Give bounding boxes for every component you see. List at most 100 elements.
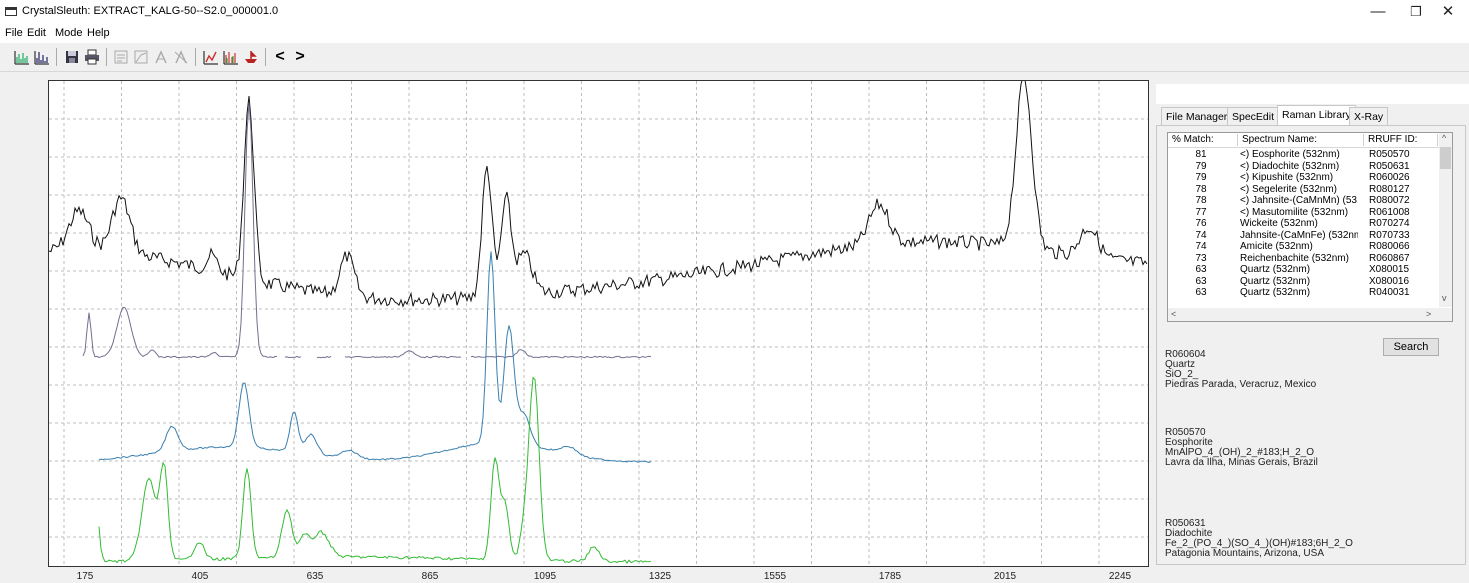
scroll-down-icon[interactable]: v [1442,293,1447,303]
table-row[interactable]: 76 Wickeite (532nm) R070274 [1168,218,1438,229]
table-row[interactable]: 78 <) Jahnsite-(CaMnMn) (53... R080072 [1168,195,1438,206]
rruff-id-cell: R070274 [1369,218,1410,229]
name-cell: <) Masutomilite (532nm) [1240,206,1349,218]
match-cell: 74 [1195,241,1207,252]
rruff-id-cell: R050570 [1369,149,1410,160]
scroll-right-icon[interactable]: > [1426,309,1432,319]
rruff-id: R060604 [1165,349,1206,360]
name-cell: Wickeite (532nm) [1240,218,1318,229]
menu-help[interactable]: Help [87,27,110,39]
match-cell: 78 [1195,195,1207,206]
rruff-id-cell: R040031 [1369,287,1410,298]
header-match[interactable]: % Match: [1168,134,1238,146]
toolbar-separator [265,48,266,66]
title-bar: CrystalSleuth: EXTRACT_KALG-50--S2.0_000… [0,0,1469,24]
rruff-id-cell: R060026 [1369,172,1410,183]
x-tick-label: 1555 [763,571,787,582]
side-panel-header [1156,84,1469,104]
maximize-button[interactable]: ❐ [1410,4,1422,19]
rruff-id-cell: X080016 [1369,275,1410,287]
series-quartz-reference [82,102,652,359]
scroll-up-icon[interactable]: ^ [1442,133,1447,143]
header-spectrum-name[interactable]: Spectrum Name: [1238,134,1364,146]
ship-icon[interactable] [242,48,260,66]
library-results-table[interactable]: % Match: Spectrum Name: RRUFF ID: 81 <) E… [1167,132,1453,322]
table-row[interactable]: 73 Reichenbachite (532nm) R060867 [1168,253,1438,264]
menu-file[interactable]: File [5,27,23,39]
name-cell: <) Kipushite (532nm) [1240,172,1334,183]
table-row[interactable]: 63 Quartz (532nm) X080015 [1168,264,1438,275]
name-cell: <) Segelerite (532nm) [1240,183,1337,195]
match-cell: 78 [1195,183,1207,195]
spectrum-plot[interactable] [48,80,1149,567]
match-cell: 76 [1195,218,1207,229]
menu-bar: File Edit Mode Help [0,24,1469,43]
vertical-scrollbar[interactable]: ^ v [1439,133,1452,307]
rruff-id-cell: R061008 [1369,206,1410,218]
match-cell: 63 [1195,275,1207,287]
name-cell: <) Eosphorite (532nm) [1240,149,1340,160]
prev-arrow-icon[interactable]: < [275,48,285,65]
chemical-formula: MnAlPO_4_(OH)_2_#183;H_2_O [1165,447,1314,458]
chemical-formula: Fe_2_(PO_4_)(SO_4_)(OH)#183;6H_2_O [1165,538,1353,549]
horizontal-scrollbar[interactable]: < > [1168,308,1452,321]
rruff-id-cell: R080127 [1369,183,1410,195]
peak-view-icon[interactable] [33,48,51,66]
x-tick-label: 405 [191,571,209,582]
menu-edit[interactable]: Edit [27,27,46,39]
spectrum-view-icon[interactable] [13,48,31,66]
table-row[interactable]: 74 Amicite (532nm) R080066 [1168,241,1438,252]
name-cell: Reichenbachite (532nm) [1240,252,1349,264]
x-tick-label: 1325 [648,571,672,582]
search-button[interactable]: Search [1383,338,1439,356]
scroll-thumb[interactable] [1440,147,1451,169]
toolbar: < > [0,43,1469,72]
app-icon [5,7,17,16]
tab-raman-library[interactable]: Raman Library [1277,105,1356,125]
match-cell: 79 [1195,160,1207,172]
locality: Piedras Parada, Veracruz, Mexico [1165,379,1317,390]
save-icon[interactable] [63,48,81,66]
match-cell: 74 [1195,229,1207,241]
toolbar-separator [106,48,107,66]
pick-icon[interactable] [152,48,170,66]
unpick-icon[interactable] [172,48,190,66]
table-row[interactable]: 79 <) Diadochite (532nm) R050631 [1168,161,1438,172]
match-cell: 73 [1195,252,1207,264]
menu-mode[interactable]: Mode [55,27,83,39]
header-rruff-id[interactable]: RRUFF ID: [1364,134,1438,146]
table-row[interactable]: 78 <) Segelerite (532nm) R080127 [1168,184,1438,195]
scroll-left-icon[interactable]: < [1171,309,1177,319]
tab-specedit[interactable]: SpecEdit [1227,107,1280,125]
table-row[interactable]: 77 <) Masutomilite (532nm) R061008 [1168,207,1438,218]
print-icon[interactable] [83,48,101,66]
multi-spectrum-icon[interactable] [222,48,240,66]
x-tick-label: 1785 [878,571,902,582]
window-title: CrystalSleuth: EXTRACT_KALG-50--S2.0_000… [22,5,279,17]
tab-file-manager[interactable]: File Manager [1161,107,1233,125]
spectrum-plot-canvas [49,81,1148,566]
edit-graph-icon[interactable] [132,48,150,66]
x-tick-label: 1095 [533,571,557,582]
match-cell: 79 [1195,172,1207,183]
edit-doc-icon[interactable] [112,48,130,66]
match-cell: 77 [1195,206,1207,218]
fit-icon[interactable] [202,48,220,66]
reference-info-diadochite: R050631 Diadochite Fe_2_(PO_4_)(SO_4_)(O… [1165,519,1353,559]
tab-x-ray[interactable]: X-Ray [1349,107,1389,125]
x-tick-label: 2015 [993,571,1017,582]
close-button[interactable]: ✕ [1441,3,1455,20]
name-cell: Quartz (532nm) [1240,287,1311,298]
toolbar-separator [195,48,196,66]
name-cell: <) Jahnsite-(CaMnMn) (53... [1240,195,1358,206]
rruff-id-cell: R050631 [1369,160,1410,172]
table-row[interactable]: 74 Jahnsite-(CaMnFe) (532nm) R070733 [1168,230,1438,241]
next-arrow-icon[interactable]: > [295,48,305,65]
table-row[interactable]: 63 Quartz (532nm) R040031 [1168,287,1438,298]
table-row[interactable]: 81 <) Eosphorite (532nm) R050570 [1168,149,1438,160]
table-row[interactable]: 63 Quartz (532nm) X080016 [1168,276,1438,287]
minimize-button[interactable]: — [1370,3,1386,20]
chemical-formula: SiO_2_ [1165,369,1199,380]
table-row[interactable]: 79 <) Kipushite (532nm) R060026 [1168,172,1438,183]
name-cell: Amicite (532nm) [1240,241,1313,252]
